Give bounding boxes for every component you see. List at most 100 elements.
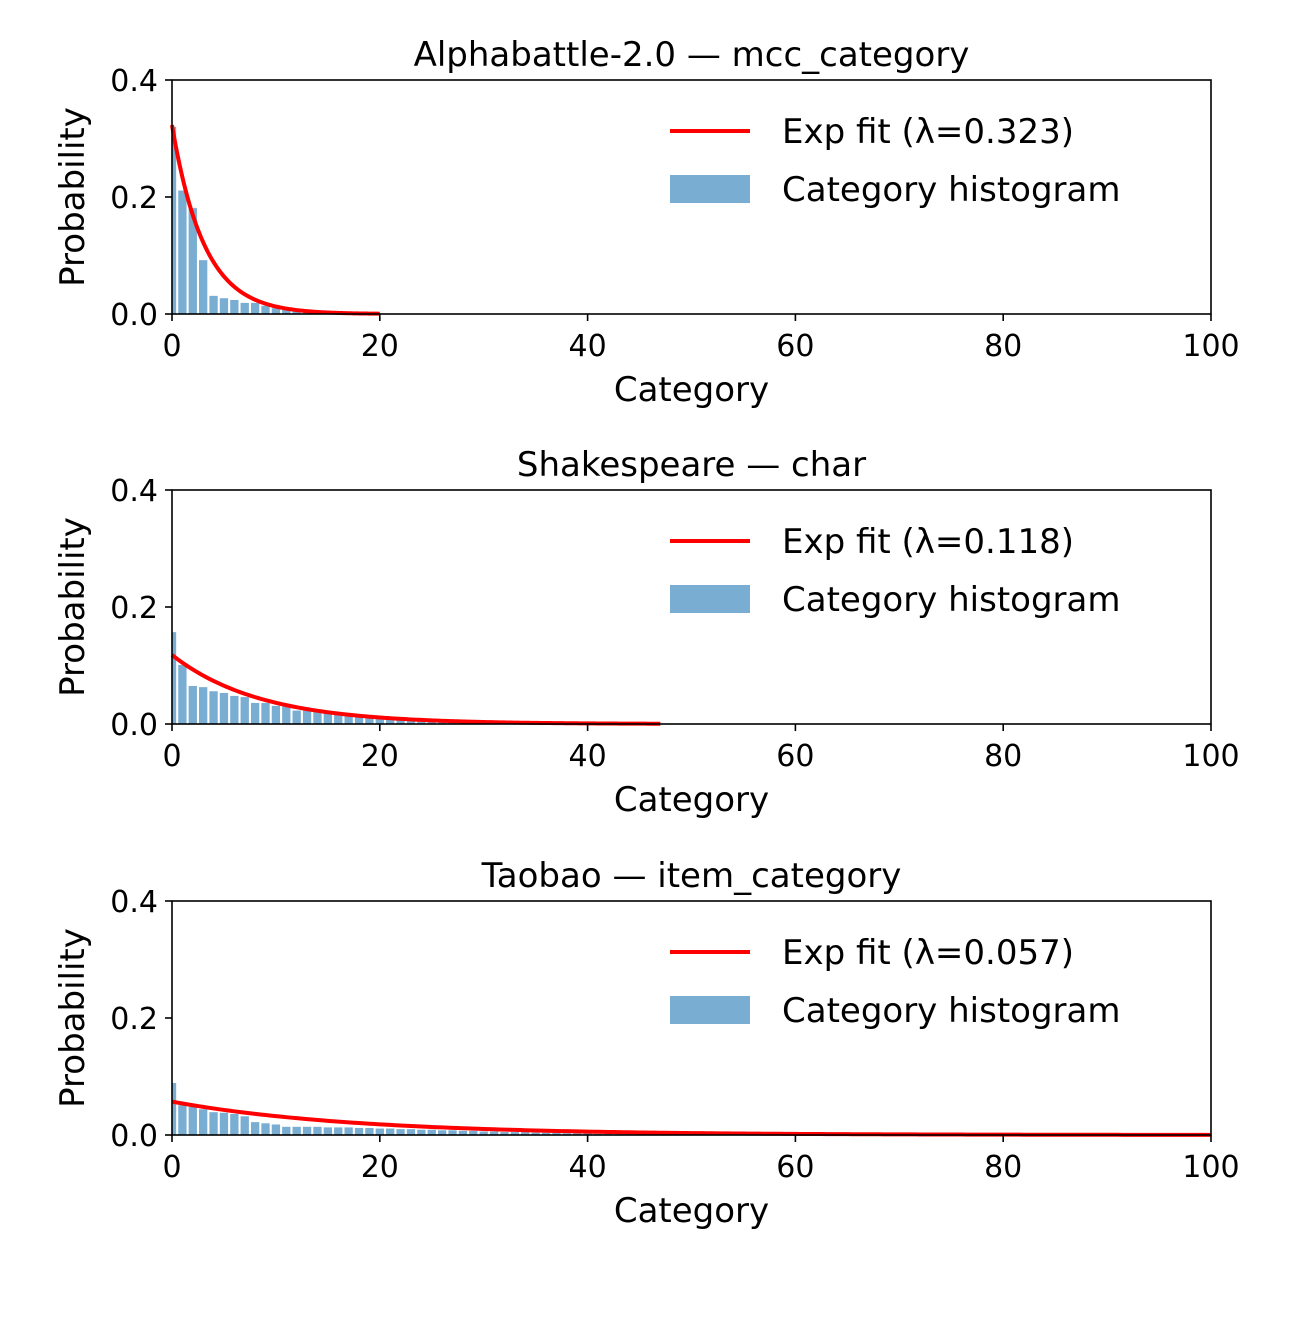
histogram-bar [209, 691, 218, 724]
x-tick-label: 100 [1182, 739, 1239, 774]
x-tick-label: 100 [1182, 1150, 1239, 1185]
histogram-bar [178, 1105, 187, 1135]
histogram-bar [344, 1127, 353, 1135]
histogram-bar [292, 710, 301, 724]
x-tick-label: 40 [569, 739, 607, 774]
histogram-bar [172, 126, 177, 314]
histogram-bar [344, 714, 353, 724]
histogram-bar [271, 705, 281, 724]
histogram-bar [240, 1116, 249, 1135]
histogram-bar [375, 717, 384, 724]
histogram-bar [469, 1130, 478, 1135]
histogram-bar [562, 1133, 571, 1135]
histogram-bar [209, 295, 218, 314]
histogram-bar [230, 1113, 239, 1135]
histogram-bar [178, 190, 187, 314]
legend-bar-swatch [670, 585, 750, 613]
y-tick-label: 0.0 [110, 298, 158, 333]
histogram-bar [427, 721, 436, 724]
y-tick-label: 0.2 [110, 591, 158, 626]
histogram-bar [541, 1132, 551, 1135]
histogram-bar [230, 299, 239, 314]
histogram-bar [199, 687, 208, 724]
histogram-bar [531, 1132, 540, 1135]
x-tick-label: 80 [984, 739, 1022, 774]
x-tick-label: 80 [984, 329, 1022, 364]
legend: Exp fit (λ=0.057) Category histogram [670, 933, 1120, 1031]
histogram-bar [386, 1128, 395, 1135]
x-tick-label: 20 [361, 329, 399, 364]
chart-title: Alphabattle-2.0 — mcc_category [414, 35, 970, 75]
histogram-bar [396, 719, 405, 724]
histogram-bar [396, 1129, 405, 1135]
histogram-bar [219, 1112, 229, 1135]
histogram-bar [354, 715, 364, 724]
x-tick-label: 60 [776, 329, 814, 364]
histogram-bar [240, 697, 249, 724]
x-axis-label: Category [614, 780, 769, 820]
histogram-bar [406, 719, 416, 724]
histogram-bar [302, 710, 312, 724]
histogram-bar [573, 1133, 582, 1135]
histogram-bar [261, 702, 270, 724]
histogram-bar [178, 664, 187, 724]
x-tick-label: 100 [1182, 329, 1239, 364]
chart-title: Taobao — item_category [481, 856, 902, 896]
histogram-bar [282, 1126, 291, 1135]
y-tick-label: 0.4 [110, 885, 158, 920]
y-axis-label: Probability [53, 928, 93, 1108]
y-axis-label: Probability [53, 517, 93, 697]
x-tick-label: 40 [569, 329, 607, 364]
histogram-bar [261, 1123, 270, 1135]
histogram-bar [386, 718, 395, 724]
histogram-bar [375, 1128, 384, 1135]
histogram-bar [406, 1129, 416, 1135]
histogram-bar [302, 1126, 312, 1135]
x-tick-label: 0 [162, 739, 181, 774]
y-tick-label: 0.2 [110, 1002, 158, 1037]
histogram-bar [334, 713, 343, 724]
histogram-bars [172, 632, 488, 724]
histogram-bar [479, 1131, 488, 1135]
histogram-bar [271, 308, 281, 314]
exp-fit-line [170, 124, 381, 316]
histogram-bar [240, 302, 249, 314]
legend-bar-swatch [670, 996, 750, 1024]
legend-label-fit: Exp fit (λ=0.057) [782, 933, 1074, 973]
histogram-bar [199, 260, 208, 314]
histogram-bar [172, 632, 177, 724]
histogram-bar [188, 1106, 197, 1135]
legend-label-histogram: Category histogram [782, 991, 1120, 1031]
histogram-bar [334, 1127, 343, 1135]
histogram-bar [458, 1130, 468, 1135]
x-tick-label: 60 [776, 739, 814, 774]
histogram-bar [292, 311, 301, 314]
histogram-bar [282, 706, 291, 724]
x-tick-label: 0 [162, 1150, 181, 1185]
legend-label-fit: Exp fit (λ=0.323) [782, 112, 1074, 152]
y-tick-label: 0.4 [110, 474, 158, 509]
histogram-bar [282, 309, 291, 314]
histogram-bar [271, 1124, 281, 1135]
histogram-bar [510, 1132, 520, 1135]
histogram-bar [437, 721, 447, 724]
x-tick-label: 20 [361, 1150, 399, 1185]
histogram-bar [583, 1133, 592, 1135]
histogram-bar [188, 685, 197, 724]
panel-3: 0 20 40 60 80 100 0.0 0.2 0.4 Taobao — item_categ… [53, 856, 1240, 1231]
x-tick-label: 40 [569, 1150, 607, 1185]
panel-1: 0 20 40 60 80 100 0.0 0.2 0.4 Alphabattle-2.0 — m… [53, 35, 1240, 410]
histogram-bar [219, 298, 229, 314]
histogram-bar [437, 1130, 447, 1135]
histogram-bar [417, 1129, 426, 1135]
histogram-bar [313, 711, 322, 724]
legend-label-histogram: Category histogram [782, 170, 1120, 210]
x-axis-label: Category [614, 370, 769, 410]
y-axis-label: Probability [53, 107, 93, 287]
histogram-bars [172, 1082, 644, 1135]
y-tick-label: 0.2 [110, 181, 158, 216]
histogram-bar [448, 1130, 457, 1135]
histogram-bar [365, 1127, 374, 1135]
legend-bar-swatch [670, 175, 750, 203]
histogram-bar [219, 692, 229, 724]
